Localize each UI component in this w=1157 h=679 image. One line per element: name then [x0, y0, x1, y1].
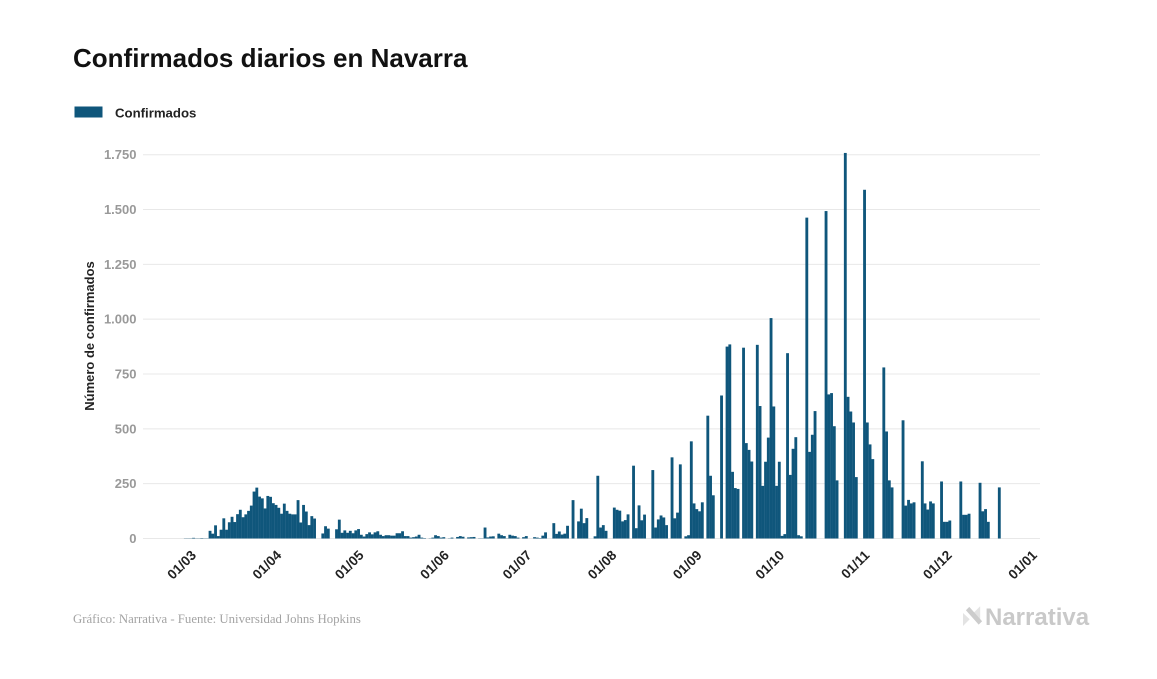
svg-text:500: 500 [115, 421, 137, 436]
svg-text:1.750: 1.750 [104, 147, 137, 162]
svg-text:250: 250 [115, 476, 137, 491]
svg-text:1.250: 1.250 [104, 257, 137, 272]
svg-text:750: 750 [115, 367, 137, 382]
svg-text:0: 0 [129, 531, 136, 546]
svg-text:Confirmados: Confirmados [115, 106, 196, 121]
svg-text:Narrativa: Narrativa [985, 604, 1090, 631]
svg-text:Número de confirmados: Número de confirmados [82, 261, 97, 411]
svg-text:1.000: 1.000 [104, 312, 137, 327]
svg-text:Gráfico: Narrativa - Fuente: U: Gráfico: Narrativa - Fuente: Universidad… [73, 612, 361, 626]
svg-text:Confirmados diarios en Navarra: Confirmados diarios en Navarra [73, 43, 468, 73]
svg-text:1.500: 1.500 [104, 202, 137, 217]
